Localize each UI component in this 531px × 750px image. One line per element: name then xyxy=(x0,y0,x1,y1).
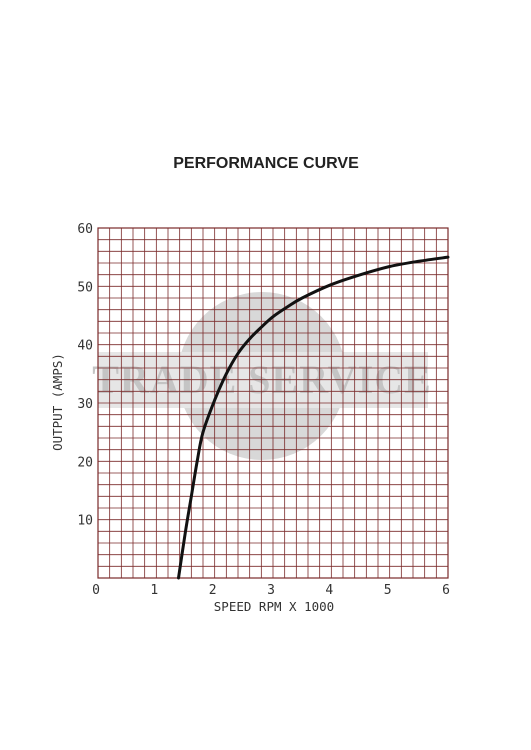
curve-layer xyxy=(177,255,450,580)
y-tick-label: 10 xyxy=(77,514,93,529)
x-tick-label: 0 xyxy=(92,583,100,598)
x-tick-label: 4 xyxy=(325,583,333,598)
x-axis-label: SPEED RPM X 1000 xyxy=(214,599,334,614)
x-tick-label: 1 xyxy=(150,583,158,598)
y-tick-label: 20 xyxy=(77,455,93,470)
x-tick-labels: 0 1 2 3 4 5 6 xyxy=(92,583,450,598)
x-tick-label: 5 xyxy=(384,583,392,598)
x-tick-label: 6 xyxy=(442,583,450,598)
y-tick-label: 50 xyxy=(77,280,93,295)
y-tick-label: 30 xyxy=(77,397,93,412)
y-tick-labels: 10 20 30 40 50 60 xyxy=(77,222,93,529)
watermark: TRADE SERVICE xyxy=(92,292,431,460)
plot-border xyxy=(97,227,449,579)
y-axis-label: OUTPUT (AMPS) xyxy=(50,353,65,451)
y-tick-label: 60 xyxy=(77,222,93,237)
x-tick-label: 3 xyxy=(267,583,275,598)
x-tick-label: 2 xyxy=(209,583,217,598)
performance-curve-line xyxy=(177,255,450,580)
chart-title: PERFORMANCE CURVE xyxy=(173,155,359,172)
grid xyxy=(97,227,449,579)
y-tick-label: 40 xyxy=(77,339,93,354)
